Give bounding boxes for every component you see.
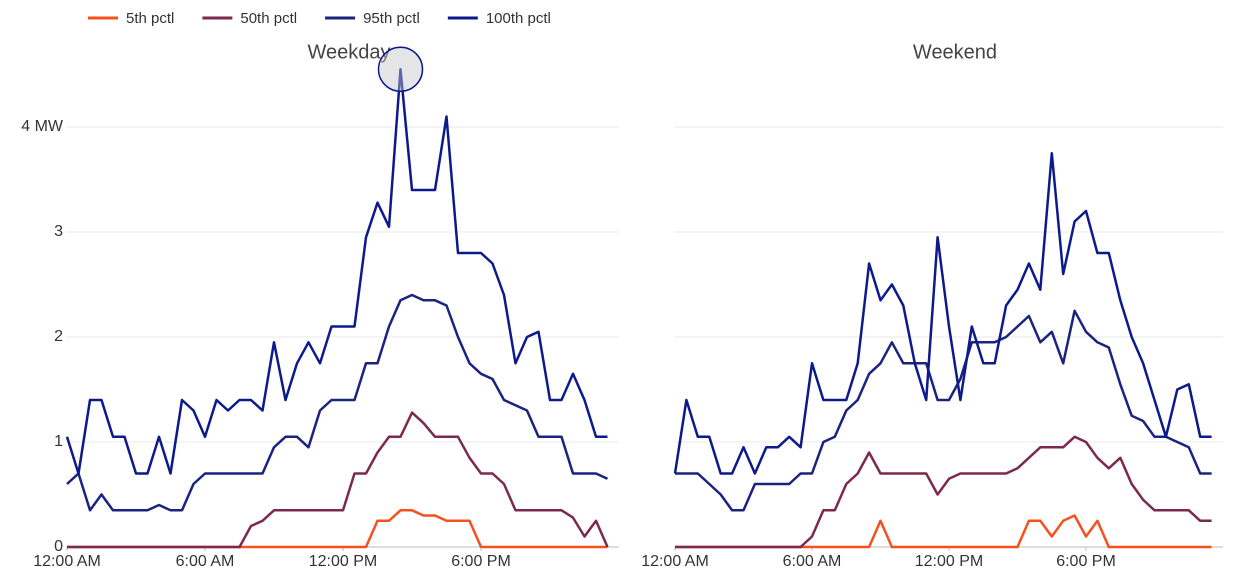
series-line xyxy=(66,293,609,512)
series-line xyxy=(67,411,609,549)
x-tick-label: 6:00 PM xyxy=(451,553,511,570)
series-line xyxy=(675,435,1212,549)
x-tick-label: 12:00 AM xyxy=(33,553,101,570)
x-tick-label: 6:00 PM xyxy=(1056,553,1116,570)
y-tick-label: 3 xyxy=(54,223,63,240)
x-tick-label: 12:00 AM xyxy=(641,553,709,570)
x-tick-label: 12:00 PM xyxy=(309,553,377,570)
hover-marker xyxy=(377,46,424,92)
x-tick-label: 6:00 AM xyxy=(176,553,235,570)
series-line xyxy=(67,509,608,549)
series-line xyxy=(675,514,1212,549)
legend-label[interactable]: 100th pctl xyxy=(486,10,551,27)
x-tick-label: 12:00 PM xyxy=(915,553,983,570)
panel-title: Weekend xyxy=(913,41,997,63)
y-tick-label: 4 MW xyxy=(21,118,64,135)
panel-title: Weekday xyxy=(307,41,390,63)
series-line xyxy=(673,152,1212,475)
y-tick-label: 0 xyxy=(54,538,63,555)
y-tick-label: 1 xyxy=(54,433,63,450)
x-tick-label: 6:00 AM xyxy=(783,553,842,570)
y-tick-label: 2 xyxy=(54,328,63,345)
series-line xyxy=(675,309,1212,512)
legend-label[interactable]: 95th pctl xyxy=(363,10,420,27)
series-line xyxy=(65,68,608,475)
legend-label[interactable]: 5th pctl xyxy=(126,10,174,27)
legend-label[interactable]: 50th pctl xyxy=(240,10,297,27)
